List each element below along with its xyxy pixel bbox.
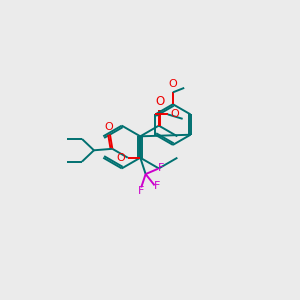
Text: F: F: [158, 164, 164, 173]
Text: O: O: [116, 153, 125, 163]
Text: O: O: [171, 110, 179, 119]
Text: O: O: [169, 80, 177, 89]
Text: F: F: [137, 186, 144, 196]
Text: F: F: [154, 181, 161, 191]
Text: O: O: [104, 122, 113, 132]
Text: O: O: [155, 95, 164, 108]
